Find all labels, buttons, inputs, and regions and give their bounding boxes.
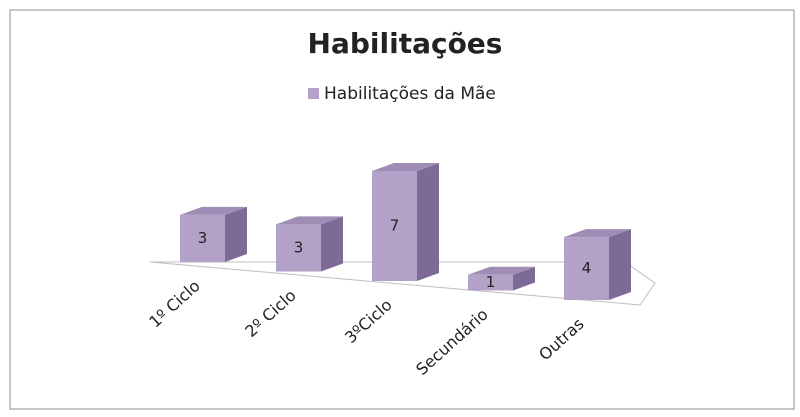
bar-side xyxy=(417,163,439,281)
bar-top xyxy=(180,206,247,215)
chart-title: Habilitações xyxy=(308,27,503,60)
bar-front xyxy=(276,224,321,272)
bar-front xyxy=(564,237,609,300)
legend-label: Habilitações da Mãe xyxy=(324,84,496,104)
bar xyxy=(564,229,631,300)
data-label: 4 xyxy=(582,259,592,277)
bar xyxy=(180,206,247,262)
bar-side xyxy=(609,229,631,300)
floor xyxy=(149,261,656,306)
data-label: 3 xyxy=(198,229,208,247)
bar-side xyxy=(513,266,535,291)
data-label: 3 xyxy=(294,238,304,256)
data-label: 1 xyxy=(486,273,496,291)
legend-swatch xyxy=(308,88,319,99)
bar xyxy=(468,266,535,291)
bar-top xyxy=(564,229,631,238)
bar xyxy=(276,216,343,272)
bar-top xyxy=(468,266,535,275)
bar-front xyxy=(468,274,513,291)
bar xyxy=(372,163,439,281)
data-label: 7 xyxy=(390,217,400,235)
bar-top xyxy=(276,216,343,225)
bar-side xyxy=(321,216,343,272)
bar-top xyxy=(372,163,439,171)
bar-front xyxy=(372,171,417,281)
bar-side xyxy=(225,206,247,262)
bar-front xyxy=(180,214,225,262)
